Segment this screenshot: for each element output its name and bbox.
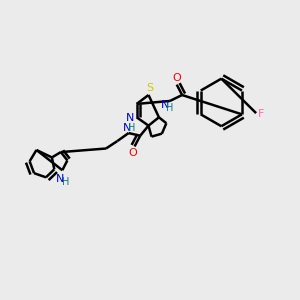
Text: N: N (126, 113, 134, 123)
Text: N: N (123, 123, 131, 133)
Text: H: H (62, 177, 69, 187)
Text: H: H (128, 123, 136, 133)
Text: H: H (166, 103, 173, 113)
Text: O: O (172, 73, 181, 83)
Text: N: N (160, 100, 169, 110)
Text: F: F (258, 109, 265, 119)
Text: O: O (129, 148, 137, 158)
Text: N: N (56, 174, 65, 184)
Text: S: S (146, 83, 153, 94)
